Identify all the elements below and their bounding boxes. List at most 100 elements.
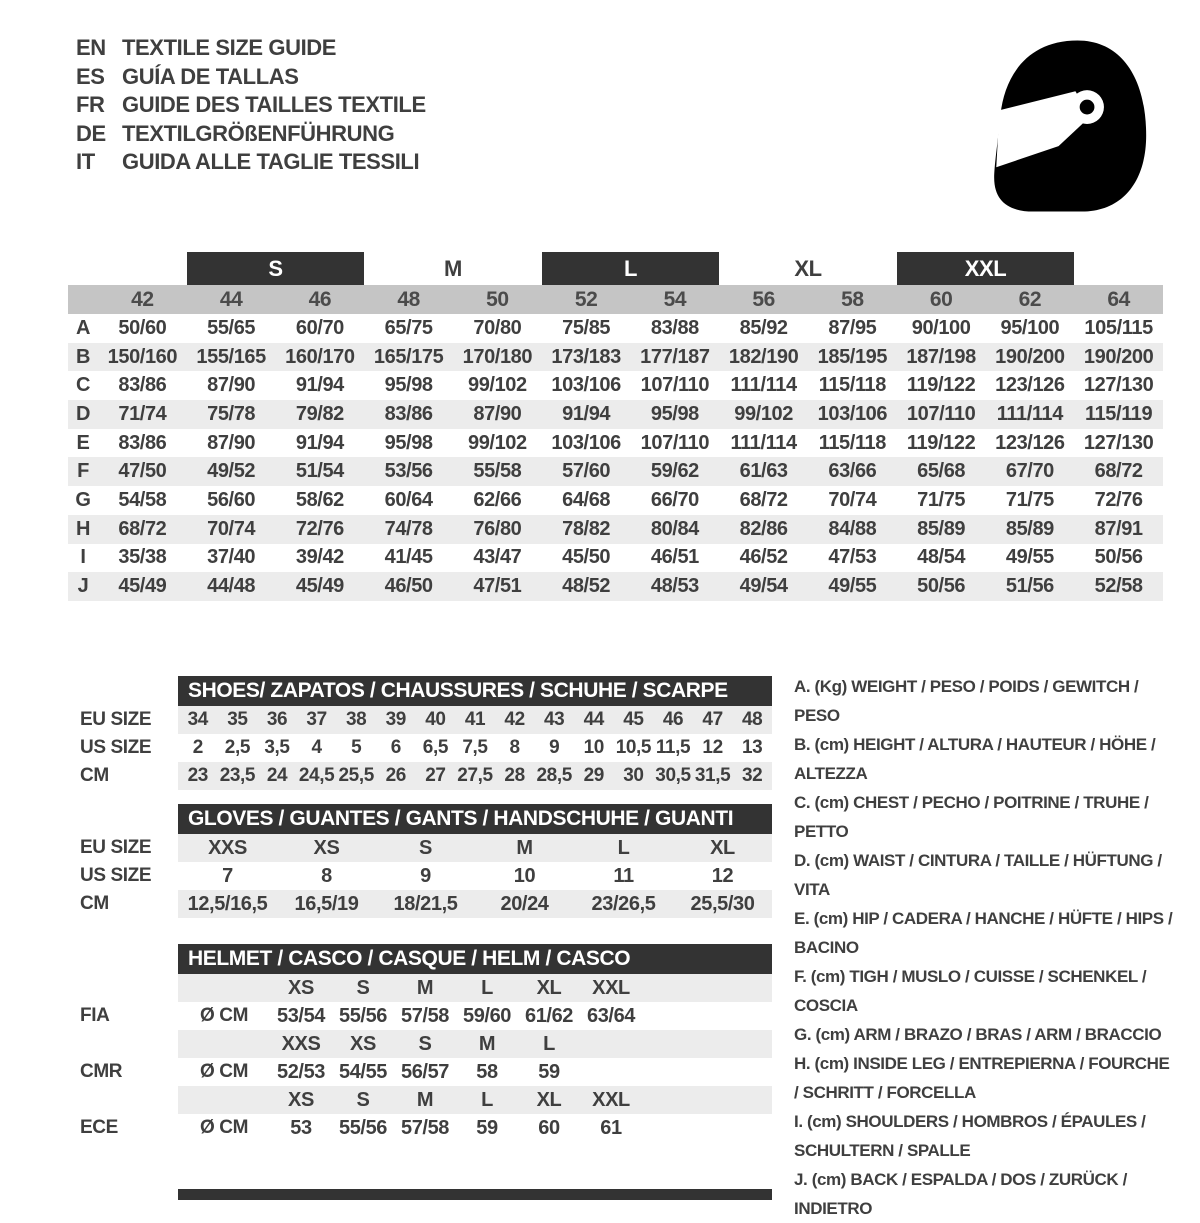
helmet-size-label: XXL	[592, 976, 630, 999]
gloves-section: GLOVES / GUANTES / GANTS / HANDSCHUHE / …	[80, 804, 772, 918]
language-code: EN	[76, 35, 106, 60]
legend-item: H. (cm) INSIDE LEG / ENTREPIERNA / FOURC…	[794, 1054, 1170, 1102]
size-number: 60	[929, 287, 953, 311]
helmet-section-title: HELMET / CASCO / CASQUE / HELM / CASCO	[178, 944, 772, 974]
textile-value: 150/160	[107, 345, 178, 368]
size-group-row: S M L XL XXL	[68, 252, 1163, 285]
size-number: 52	[574, 287, 598, 311]
shoes-value: 32	[742, 765, 763, 786]
shoes-value: 28	[504, 765, 525, 786]
textile-value: 103/106	[551, 431, 621, 454]
textile-value: 45/49	[118, 575, 167, 598]
textile-row: B 150/160 155/165 160/170 165/175 170/180 173/…	[68, 342, 1163, 372]
helmet-size-row-spacer	[80, 974, 178, 1002]
shoes-values: 34 35 36 37 38 39 40 41 42 43 44 45 46 47 48	[178, 706, 772, 734]
gloves-value: 23/26,5	[591, 892, 656, 915]
gloves-row: EU SIZE XXS XS S M L XL	[80, 834, 772, 862]
legend-item: G. (cm) ARM / BRAZO / BRAS / ARM / BRACC…	[794, 1025, 1162, 1044]
helmet-sizes: XS S M L XL XXL	[178, 974, 772, 1002]
textile-value: 51/56	[1005, 575, 1054, 598]
textile-value: 39/42	[295, 546, 344, 569]
textile-value: 44/48	[207, 575, 256, 598]
gloves-value: 16,5/19	[294, 892, 359, 915]
textile-row: I 35/38 37/40 39/42 41/45 43/47 45/50 46/51 46/5…	[68, 544, 1163, 573]
textile-value: 45/49	[295, 575, 344, 598]
textile-row: C 83/86 87/90 91/94 95/98 99/102 103/106 107/11…	[68, 371, 1163, 400]
gloves-row-label: US SIZE	[80, 865, 152, 886]
textile-value: 87/90	[473, 402, 522, 425]
textile-row: E 83/86 87/90 91/94 95/98 99/102 103/106 107/11…	[68, 429, 1163, 458]
shoes-value: 2	[192, 737, 204, 758]
textile-value: 83/88	[650, 316, 699, 339]
textile-value: 67/70	[1005, 460, 1054, 483]
size-number: 64	[1107, 287, 1130, 311]
shoes-value: 7,5	[462, 737, 488, 758]
textile-value: 119/122	[906, 431, 976, 454]
helmet-value: 55/56	[338, 1004, 388, 1027]
helmet-value: 57/58	[400, 1004, 450, 1027]
textile-value: 91/94	[295, 431, 344, 454]
textile-value: 177/187	[640, 345, 710, 368]
helmet-value: 63/64	[586, 1004, 636, 1027]
size-number: 62	[1018, 287, 1042, 311]
textile-value: 53/56	[384, 460, 433, 483]
shoes-value: 10,5	[615, 737, 652, 758]
textile-value: 61/63	[739, 460, 788, 483]
helmet-certification-label: FIA	[80, 1005, 110, 1026]
textile-value: 190/200	[1083, 345, 1154, 368]
textile-value: 115/118	[818, 431, 887, 454]
helmet-certification-label: CMR	[80, 1061, 123, 1082]
textile-value: 123/126	[995, 431, 1065, 454]
shoes-value: 41	[464, 709, 486, 730]
gloves-value: L	[617, 836, 630, 859]
shoes-value: 30	[623, 765, 644, 786]
textile-value: 71/74	[118, 402, 167, 425]
textile-value: 52/58	[1094, 575, 1143, 598]
gloves-values: XXS XS S M L XL	[178, 834, 772, 862]
textile-value: 47/53	[828, 546, 877, 569]
helmet-size-label: M	[416, 1088, 434, 1111]
helmet-value: 61	[600, 1116, 622, 1139]
shoes-value: 47	[702, 709, 723, 730]
textile-value: 49/55	[828, 575, 877, 598]
textile-value: 75/78	[207, 402, 256, 425]
textile-value: 173/183	[551, 345, 621, 368]
helmet-size-label: XS	[288, 976, 314, 999]
gloves-row-label: EU SIZE	[80, 837, 152, 858]
textile-value: 70/80	[473, 316, 522, 339]
textile-value: 87/90	[207, 431, 256, 454]
shoes-value: 28,5	[536, 765, 572, 786]
gloves-value: S	[419, 836, 432, 859]
helmet-sizes: XXS XS S M L	[178, 1030, 772, 1058]
shoes-value: 37	[306, 709, 327, 730]
textile-value: 103/106	[817, 402, 888, 425]
textile-value: 41/45	[384, 546, 433, 569]
shoes-value: 27	[425, 765, 446, 786]
textile-value: 107/110	[640, 374, 710, 397]
language-row: FR GUIDE DES TAILLES TEXTILE	[76, 91, 426, 120]
helmet-value: 55/56	[338, 1116, 388, 1139]
size-group-xl: XL	[794, 255, 822, 281]
shoes-header-line: SHOES/ ZAPATOS / CHAUSSURES / SCHUHE / S…	[80, 676, 772, 706]
gloves-value: 11	[613, 864, 634, 887]
textile-value: 35/38	[118, 546, 167, 569]
helmet-size-label: L	[481, 1088, 493, 1111]
helmet-size-label: M	[416, 976, 434, 999]
textile-value: 49/52	[207, 460, 256, 483]
size-number: 46	[308, 287, 332, 311]
textile-value: 65/75	[384, 316, 433, 339]
helmet-values: Ø CM 53 55/56 57/58 59 60 61	[178, 1114, 772, 1142]
gloves-row-label: CM	[80, 893, 109, 914]
size-number: 42	[131, 287, 154, 311]
shoes-value: 31,5	[694, 765, 731, 786]
shoes-value: 6,5	[422, 737, 449, 758]
helmet-size-label: XS	[288, 1088, 314, 1111]
textile-value: 87/95	[828, 316, 877, 339]
textile-value: 79/82	[295, 402, 344, 425]
textile-value: 48/54	[917, 546, 966, 569]
gloves-value: 12	[711, 864, 734, 887]
shoes-row-label: CM	[80, 765, 109, 786]
textile-value: 170/180	[462, 345, 533, 368]
textile-row-label: E	[76, 431, 90, 454]
textile-value: 66/70	[650, 488, 699, 511]
